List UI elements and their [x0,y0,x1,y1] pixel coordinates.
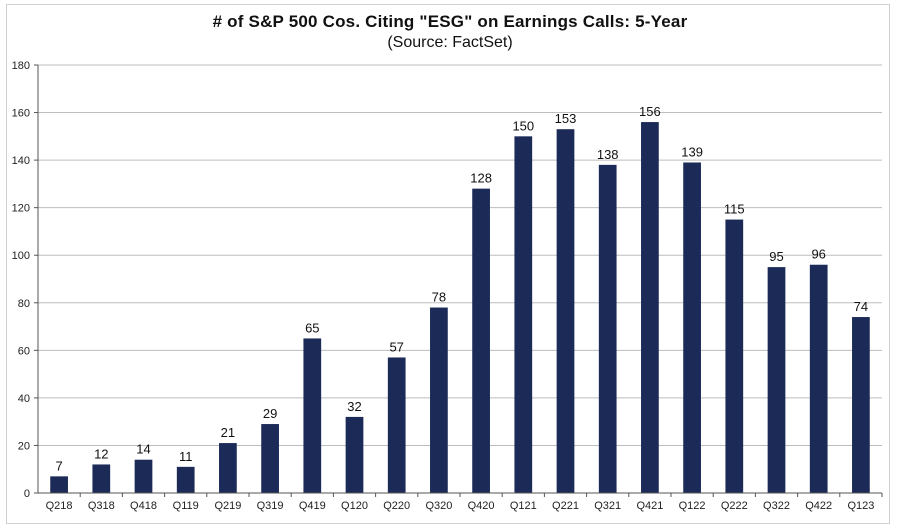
bars [50,122,870,494]
gridlines [38,64,882,494]
x-tick-label-Q123: Q123 [847,500,874,512]
bar-Q119 [176,466,195,493]
x-tick-label-Q219: Q219 [214,500,241,512]
x-tick-label-Q421: Q421 [636,500,663,512]
data-label-Q418: 14 [136,442,150,457]
data-label-Q222: 115 [724,202,745,217]
x-tick-label-Q121: Q121 [510,500,537,512]
chart-title: # of S&P 500 Cos. Citing "ESG" on Earnin… [212,12,688,31]
x-tick-label-Q422: Q422 [805,500,832,512]
y-tick-label: 20 [18,440,30,452]
y-tick-label: 40 [18,393,30,405]
data-label-Q318: 12 [94,446,108,461]
data-label-Q119: 11 [179,449,193,464]
y-tick-label: 100 [12,250,30,262]
data-label-Q122: 139 [681,144,703,159]
data-label-Q422: 96 [811,247,825,262]
y-tick-label: 60 [18,345,30,357]
bar-Q222 [725,219,744,494]
x-tick-label-Q320: Q320 [425,500,452,512]
data-label-Q322: 95 [769,249,783,264]
bar-Q418 [134,459,153,493]
y-tick-label: 80 [18,298,30,310]
data-label-Q123: 74 [854,299,868,314]
bar-Q120 [345,416,364,493]
bar-Q320 [430,307,448,493]
x-tick-label-Q322: Q322 [763,500,790,512]
x-tick-label-Q319: Q319 [257,500,284,512]
data-label-Q120: 32 [347,399,361,414]
chart-frame [6,4,890,524]
data-label-Q221: 153 [555,111,577,126]
x-tick-label-Q119: Q119 [173,500,199,512]
bar-Q220 [387,357,406,493]
bar-Q123 [852,317,870,493]
bar-Q322 [767,267,786,493]
chart-subtitle: (Source: FactSet) [387,34,513,51]
x-tick-label-Q220: Q220 [383,500,410,512]
bar-Q218 [50,476,68,493]
x-tick-label-Q218: Q218 [46,500,73,512]
x-tick-label-Q420: Q420 [468,500,495,512]
x-tick-label-Q419: Q419 [299,500,326,512]
y-tick-label: 180 [12,60,30,72]
data-labels: 7 12 14 11 21 29 65 32 57 78 128 150 153 138 156 139 115… [55,104,868,473]
bar-Q421 [641,122,659,494]
data-label-Q419: 65 [305,320,319,335]
bar-Q219 [219,443,237,493]
x-axis: Q218 Q318 Q418 Q119 Q219 Q319 Q419 Q120 Q220 Q320… [38,492,883,512]
x-tick-label-Q321: Q321 [594,500,621,512]
data-label-Q319: 29 [263,406,277,421]
bar-Q221 [556,129,575,493]
x-tick-label-Q122: Q122 [679,500,706,512]
data-label-Q220: 57 [389,339,403,354]
x-tick-label-Q221: Q221 [552,500,579,512]
x-tick-label-Q222: Q222 [721,500,748,512]
x-tick-label-Q120: Q120 [341,500,368,512]
data-label-Q420: 128 [470,171,492,186]
y-tick-label: 140 [12,155,30,167]
bar-Q321 [598,164,617,493]
data-label-Q321: 138 [597,147,619,162]
data-label-Q320: 78 [432,290,446,305]
bar-Q121 [514,136,533,494]
y-tick-label: 160 [12,108,30,120]
y-tick-label: 0 [24,488,30,500]
bar-Q422 [809,264,828,493]
data-label-Q218: 7 [55,458,62,473]
bar-Q319 [261,424,279,493]
bar-Q122 [683,162,701,493]
bar-Q419 [303,338,322,493]
x-tick-label-Q318: Q318 [88,500,115,512]
bar-Q318 [92,464,111,493]
data-label-Q421: 156 [639,104,661,119]
data-label-Q121: 150 [512,118,534,133]
x-tick-label-Q418: Q418 [130,500,157,512]
y-tick-label: 120 [12,203,30,215]
bar-Q420 [472,188,490,493]
data-label-Q219: 21 [221,425,235,440]
y-axis: 0 20 40 60 80 100 120 140 160 180 [12,60,39,500]
